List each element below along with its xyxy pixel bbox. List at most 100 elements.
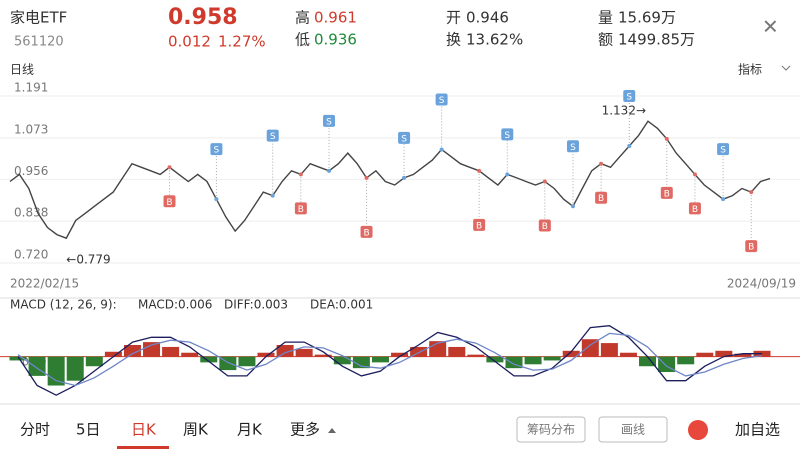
chips-button[interactable]: 筹码分布 bbox=[527, 423, 575, 437]
signal-box bbox=[398, 131, 411, 144]
signal-label: S bbox=[326, 117, 332, 127]
signal-dot bbox=[270, 193, 275, 198]
chips-button-frame[interactable] bbox=[516, 416, 586, 443]
signal-label: B bbox=[692, 205, 698, 215]
signal-dot bbox=[477, 168, 482, 173]
signal-box bbox=[163, 195, 176, 208]
signal-label: S bbox=[504, 131, 510, 141]
signal-label: B bbox=[476, 221, 482, 231]
macd-bar bbox=[543, 356, 561, 361]
tab[interactable]: 更多 bbox=[290, 421, 320, 439]
signal-dot bbox=[505, 172, 510, 177]
signal-dot bbox=[167, 165, 172, 170]
change: 0.012 bbox=[168, 33, 211, 51]
tab[interactable]: 周K bbox=[183, 421, 209, 439]
signal-label: S bbox=[270, 132, 276, 142]
macd-bar bbox=[505, 356, 523, 369]
signal-box bbox=[501, 128, 514, 141]
amount: 1499.85万 bbox=[618, 31, 695, 49]
signal-box bbox=[623, 89, 636, 102]
y-tick-label: 0.720 bbox=[14, 248, 48, 262]
macd-bar bbox=[181, 352, 199, 357]
signal-dot bbox=[327, 168, 332, 173]
volume-label: 量 bbox=[598, 9, 613, 27]
macd-bar bbox=[314, 354, 332, 357]
macd-bar bbox=[734, 353, 752, 357]
y-tick-label: 0.838 bbox=[14, 206, 48, 220]
signal-box bbox=[717, 143, 730, 156]
turnover-label: 换 bbox=[446, 31, 461, 49]
macd-readout: DEA:0.001 bbox=[310, 298, 373, 312]
macd-bar bbox=[123, 345, 141, 357]
macd-title: MACD (12, 26, 9): bbox=[10, 298, 117, 312]
indicator-button[interactable]: 指标 bbox=[738, 62, 762, 77]
extreme-label: 1.132→ bbox=[602, 103, 646, 117]
macd-bar bbox=[391, 352, 409, 357]
diff-line bbox=[17, 325, 762, 396]
signal-box bbox=[266, 129, 279, 142]
price: 0.958 bbox=[168, 5, 238, 30]
signal-dot bbox=[364, 175, 369, 180]
tab[interactable]: 月K bbox=[237, 421, 263, 439]
macd-bar bbox=[600, 343, 618, 357]
date-start: 2022/02/15 bbox=[10, 277, 79, 291]
signal-box bbox=[688, 202, 701, 215]
amount-label: 额 bbox=[598, 31, 613, 49]
signal-dot bbox=[402, 175, 407, 180]
macd-bar bbox=[238, 356, 256, 367]
signal-label: S bbox=[401, 134, 407, 144]
macd-bar bbox=[696, 352, 714, 357]
open: 0.946 bbox=[466, 9, 509, 27]
macd-bar bbox=[28, 356, 46, 376]
macd-bar bbox=[467, 354, 485, 357]
signal-box bbox=[566, 140, 579, 153]
macd-bar bbox=[448, 346, 466, 357]
macd-bar bbox=[333, 356, 351, 365]
draw-button[interactable]: 画线 bbox=[621, 423, 645, 437]
signal-label: B bbox=[298, 205, 304, 215]
signal-box bbox=[745, 240, 758, 253]
macd-bar bbox=[66, 356, 84, 381]
macd-bar bbox=[276, 345, 294, 357]
signal-label: B bbox=[598, 194, 604, 204]
signal-label: B bbox=[166, 198, 172, 208]
signal-label: S bbox=[720, 146, 726, 156]
y-tick-label: 1.073 bbox=[14, 122, 48, 136]
signal-dot bbox=[214, 197, 219, 202]
close-button[interactable]: ✕ bbox=[762, 15, 779, 39]
macd-readout: DIFF:0.003 bbox=[224, 298, 288, 312]
fund-name: 家电ETF bbox=[10, 9, 67, 27]
tab[interactable]: 日K bbox=[131, 421, 157, 439]
signal-label: S bbox=[626, 92, 632, 102]
signal-dot bbox=[542, 179, 547, 184]
signal-box bbox=[210, 143, 223, 156]
macd-bar bbox=[295, 348, 313, 357]
macd-bar bbox=[371, 356, 389, 363]
watch-button[interactable]: 加自选 bbox=[735, 421, 780, 439]
macd-bar bbox=[581, 339, 599, 357]
indicator-caret bbox=[781, 65, 791, 71]
macd-bar bbox=[524, 356, 542, 365]
macd-bar bbox=[639, 356, 657, 367]
macd-bar bbox=[619, 352, 637, 357]
more-caret bbox=[328, 428, 336, 433]
signal-box bbox=[595, 191, 608, 204]
tab[interactable]: 分时 bbox=[20, 421, 50, 439]
record-dot[interactable] bbox=[688, 420, 708, 440]
tab[interactable]: 5日 bbox=[76, 421, 101, 439]
signal-label: B bbox=[664, 189, 670, 199]
signal-box bbox=[538, 219, 551, 232]
macd-bar bbox=[410, 346, 428, 357]
macd-bar bbox=[562, 350, 580, 357]
signal-box bbox=[294, 202, 307, 215]
signal-box bbox=[435, 93, 448, 106]
macd-bar bbox=[352, 356, 370, 369]
draw-button-frame[interactable] bbox=[598, 416, 668, 443]
volume: 15.69万 bbox=[618, 9, 676, 27]
change-pct: 1.27% bbox=[218, 33, 266, 51]
macd-bar bbox=[9, 356, 27, 361]
signal-dot bbox=[439, 147, 444, 152]
macd-bar bbox=[715, 350, 733, 357]
signal-box bbox=[323, 114, 336, 127]
